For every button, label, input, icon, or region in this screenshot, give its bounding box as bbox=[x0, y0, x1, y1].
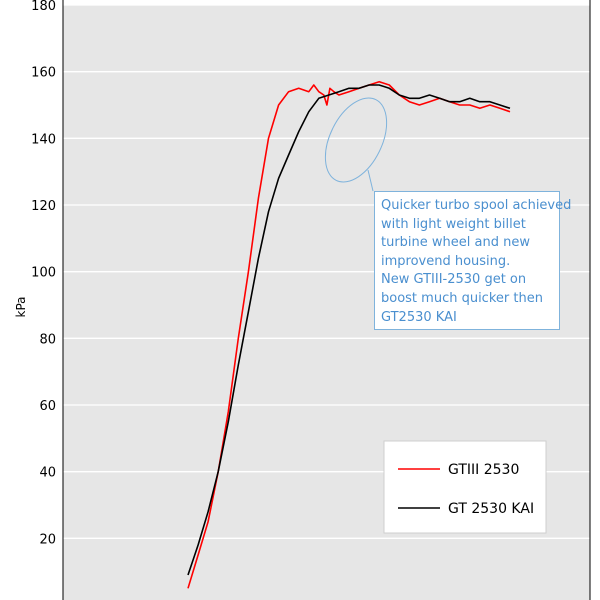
annotation-callout: Quicker turbo spool achieved with light … bbox=[374, 191, 572, 330]
series-line-gt-2530-kai bbox=[187, 84, 511, 576]
y-tick-label: 140 bbox=[31, 132, 56, 147]
y-tick-label: 160 bbox=[31, 66, 56, 81]
y-tick-label: 80 bbox=[39, 332, 56, 347]
annotation-line: boost much quicker then bbox=[381, 290, 543, 306]
y-tick-label: 120 bbox=[31, 199, 56, 214]
annotation-line: GT2530 KAI bbox=[381, 309, 457, 325]
y-tick-labels: 20 40 60 80 100 120 140 160 180 bbox=[31, 0, 56, 547]
annotation-line: New GTIII-2530 get on bbox=[381, 272, 527, 288]
series-lines bbox=[187, 80, 511, 589]
annotation-line: improvend housing. bbox=[381, 253, 511, 269]
annotation-line: with light weight billet bbox=[381, 216, 526, 232]
legend-label-gt-kai: GT 2530 KAI bbox=[448, 501, 534, 517]
annotation-pointer bbox=[367, 169, 374, 192]
legend-label-gtiii: GTIII 2530 bbox=[448, 462, 519, 478]
y-tick-label: 180 bbox=[31, 0, 56, 14]
annotation-line: Quicker turbo spool achieved bbox=[381, 198, 572, 213]
y-tick-label: 20 bbox=[39, 532, 56, 547]
annotation-ellipse bbox=[324, 97, 388, 183]
y-tick-label: 40 bbox=[39, 466, 56, 481]
y-tick-label: 100 bbox=[31, 266, 56, 281]
y-axis-label: kPa bbox=[14, 297, 28, 318]
legend-box bbox=[383, 440, 547, 534]
annotation-line: turbine wheel and new bbox=[381, 235, 530, 251]
y-tick-label: 60 bbox=[39, 399, 56, 414]
legend: GTIII 2530 GT 2530 KAI bbox=[383, 440, 547, 534]
gridlines bbox=[63, 4, 590, 539]
